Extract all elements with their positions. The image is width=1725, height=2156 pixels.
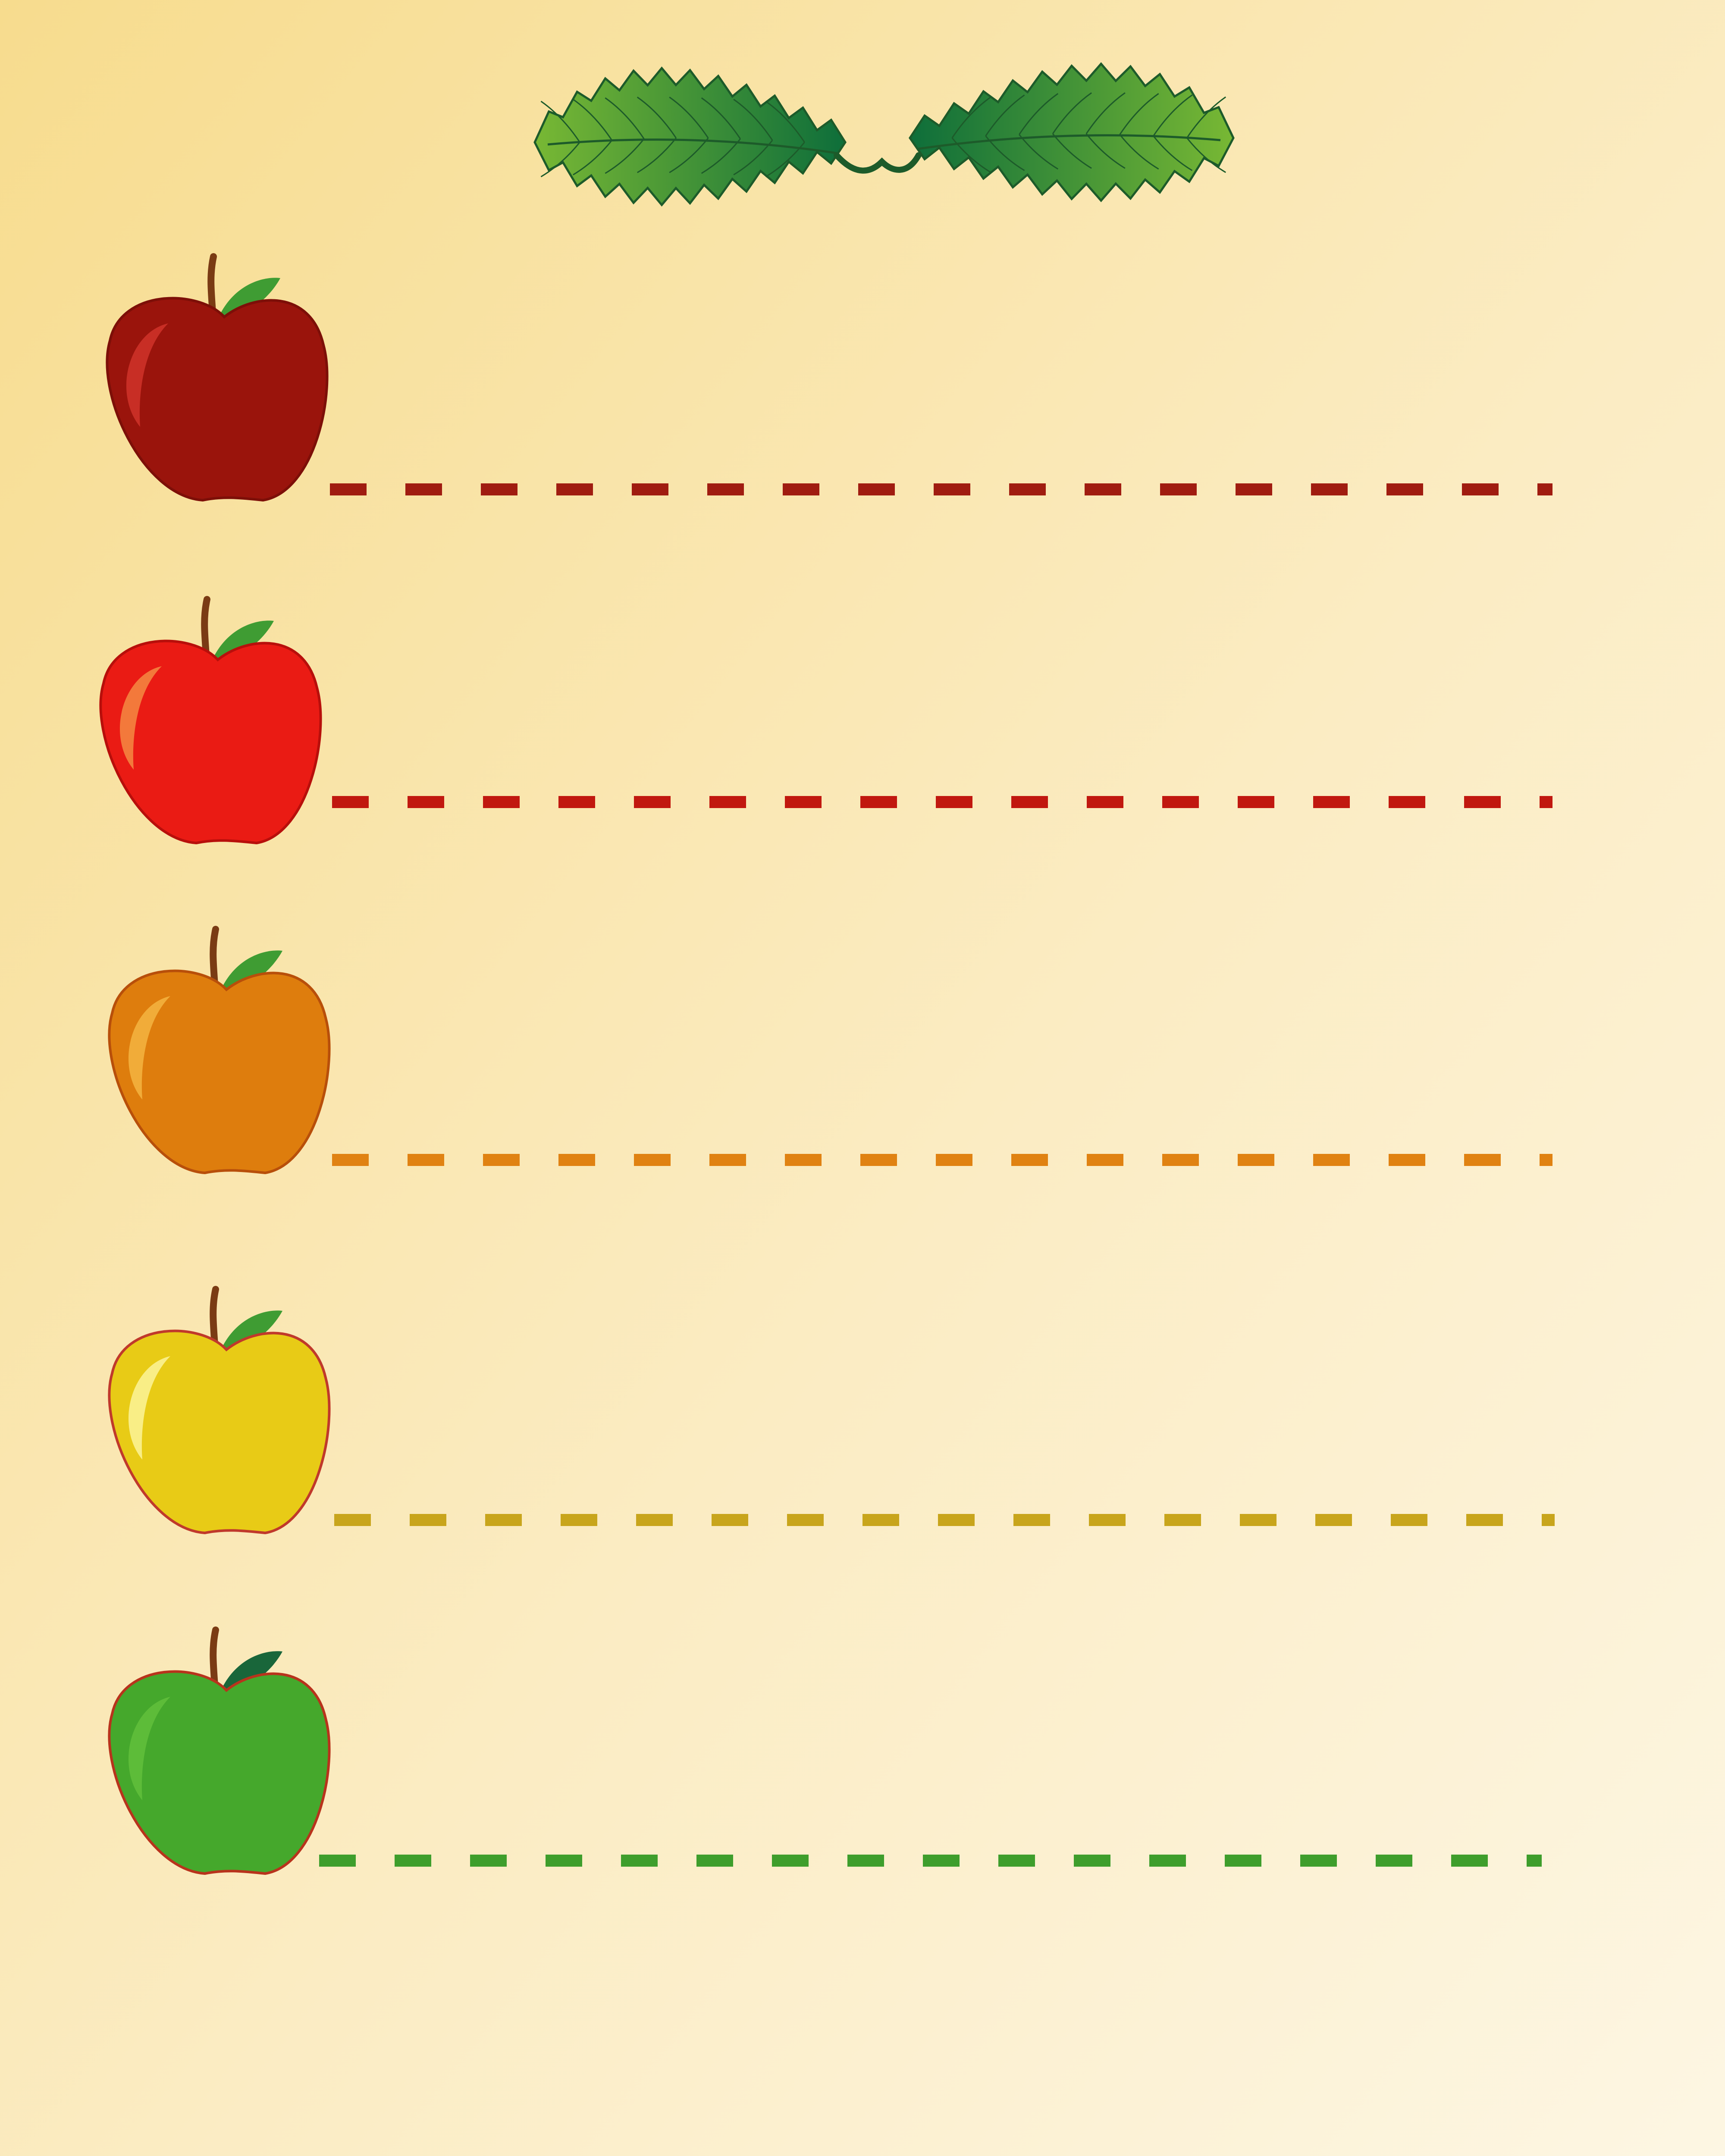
apple-leaf-icon: [211, 620, 274, 662]
apple-body: [108, 969, 331, 1175]
apple-list: [99, 253, 1555, 1875]
apple-body: [108, 1329, 331, 1535]
list-row-yellow: [108, 1286, 1555, 1535]
apple-highlight: [119, 666, 162, 770]
apple-leaf-icon: [218, 278, 280, 319]
list-row-red: [99, 596, 1552, 845]
apple-highlight: [128, 1697, 170, 1800]
apple-highlight: [126, 323, 168, 427]
apple-leaf-icon: [220, 950, 282, 992]
dark-red-apple-icon: [106, 253, 329, 502]
leaves-icon: [533, 62, 1235, 207]
apple-leaf-icon: [220, 1310, 282, 1352]
apple-body: [99, 639, 322, 845]
leaf-veins: [540, 96, 837, 178]
green-apple-icon: [108, 1626, 331, 1875]
red-apple-icon: [99, 596, 322, 845]
orange-apple-icon: [108, 926, 331, 1175]
leaf-stem: [834, 152, 922, 174]
yellow-apple-icon: [108, 1286, 331, 1535]
list-row-dark-red: [106, 253, 1552, 502]
apple-highlight: [128, 1356, 170, 1460]
apple-body: [106, 297, 329, 502]
apple-body: [108, 1670, 331, 1875]
list-row-orange: [108, 926, 1552, 1175]
apple-highlight: [128, 996, 170, 1100]
list-row-green: [108, 1626, 1542, 1875]
apple-leaf-icon: [220, 1651, 282, 1692]
leaf-veins: [918, 92, 1226, 173]
